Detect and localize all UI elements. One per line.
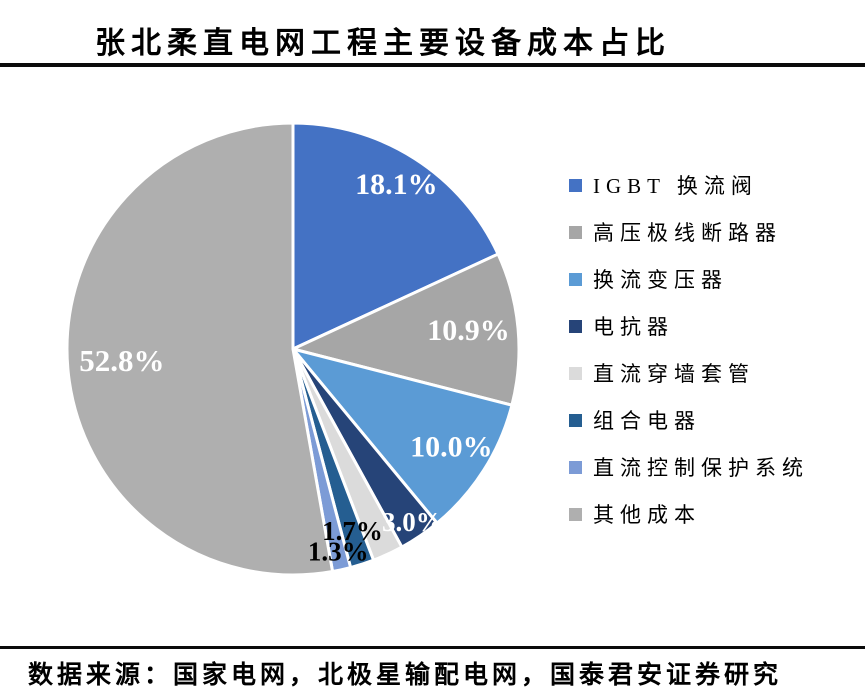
legend-item-1: 高压极线断路器: [569, 221, 809, 245]
pie-data-label: 1.7%: [322, 516, 383, 546]
legend-swatch-icon: [569, 272, 582, 286]
legend-label: 直流控制保护系统: [593, 456, 809, 480]
pie-chart: 18.1% 10.9% 10.0% 3.0%1.7%1.3% 52.8%: [65, 121, 521, 577]
pie-slice-0: [291, 121, 500, 351]
legend-label: 换流变压器: [593, 268, 728, 292]
legend-item-3: 电抗器: [569, 315, 809, 339]
legend-swatch-icon: [569, 507, 582, 521]
legend-label: 电抗器: [593, 315, 674, 339]
legend-label: 其他成本: [593, 503, 701, 527]
title-underline-rule: [0, 63, 865, 67]
legend: IGBT 换流阀 高压极线断路器 换流变压器电抗器直流穿墙套管 组合电器直流控制保护系…: [569, 174, 809, 527]
pie-data-label: 52.8%: [79, 343, 164, 378]
chart-title: 张北柔直电网工程主要设备成本占比: [95, 27, 671, 60]
legend-swatch-icon: [569, 413, 582, 427]
legend-label: 直流穿墙套管: [593, 362, 755, 386]
pie-data-label: 3.0%: [382, 507, 443, 537]
legend-swatch-icon: [569, 366, 582, 380]
legend-label: 高压极线断路器: [593, 221, 782, 245]
pie-data-label: 10.9%: [427, 314, 510, 347]
legend-item-7: 其他成本: [569, 503, 809, 527]
legend-item-4: 直流穿墙套管: [569, 362, 809, 386]
legend-item-6: 直流控制保护系统: [569, 456, 809, 480]
legend-label: 组合电器: [593, 409, 701, 433]
legend-item-0: IGBT 换流阀: [569, 174, 809, 198]
pie-data-label: 10.0%: [410, 430, 493, 463]
legend-swatch-icon: [569, 178, 582, 192]
pie-chart-area: 18.1% 10.9% 10.0% 3.0% 1.7% 1.3% 52.8%: [58, 114, 528, 584]
legend-item-2: 换流变压器: [569, 268, 809, 292]
pie-slice-2: [291, 347, 514, 525]
footer-rule: [0, 646, 865, 649]
source-note: 数据来源：国家电网，北极星输配电网，国泰君安证券研究: [28, 662, 783, 689]
pie-slice-7: [65, 121, 335, 577]
pie-slice-1: [291, 252, 521, 407]
pie-data-label: 18.1%: [355, 168, 438, 201]
legend-swatch-icon: [569, 460, 582, 474]
legend-swatch-icon: [569, 319, 582, 333]
legend-label: IGBT 换流阀: [593, 174, 758, 198]
legend-swatch-icon: [569, 225, 582, 239]
pie-data-label: 1.3%: [308, 537, 369, 567]
legend-item-5: 组合电器: [569, 409, 809, 433]
